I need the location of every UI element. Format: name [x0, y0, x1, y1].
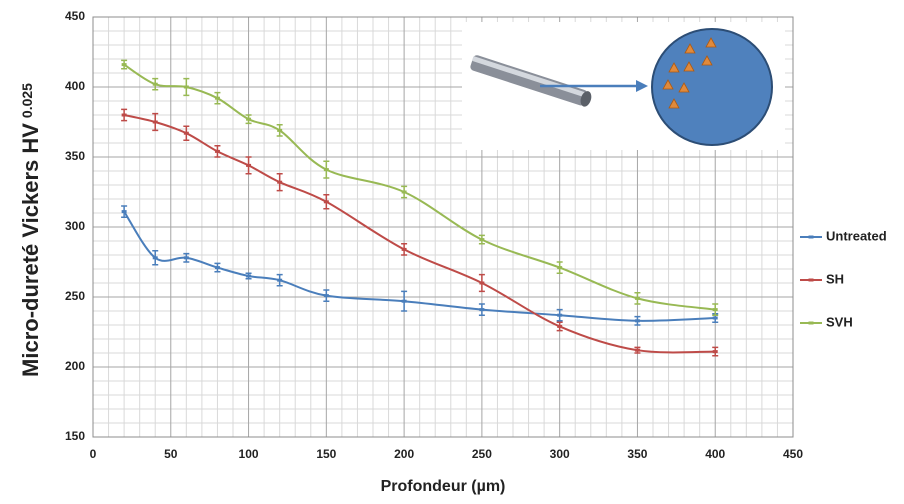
point-marker	[323, 294, 329, 298]
point-marker	[557, 313, 563, 317]
point-marker	[152, 82, 158, 86]
inset-arrowhead	[636, 80, 648, 92]
point-marker	[634, 348, 640, 352]
y-tick-label: 400	[65, 79, 85, 93]
point-marker	[121, 113, 127, 117]
point-marker	[479, 238, 485, 242]
point-marker	[121, 63, 127, 67]
point-marker	[712, 308, 718, 312]
y-tick-label: 200	[65, 359, 85, 373]
series-layer	[121, 59, 719, 357]
x-tick-label: 450	[783, 447, 803, 461]
legend-label: SVH	[826, 314, 853, 329]
point-marker	[323, 200, 329, 204]
drill-tip	[580, 91, 592, 107]
point-marker	[121, 210, 127, 214]
point-marker	[277, 180, 283, 184]
point-marker	[479, 308, 485, 312]
point-marker	[246, 117, 252, 121]
point-marker	[323, 168, 329, 172]
y-tick-label: 350	[65, 149, 85, 163]
legend-marker	[808, 235, 814, 239]
x-tick-label: 50	[164, 447, 178, 461]
point-marker	[401, 247, 407, 251]
legend-label: Untreated	[826, 228, 887, 243]
point-marker	[183, 85, 189, 89]
grid	[92, 16, 794, 438]
point-marker	[152, 120, 158, 124]
point-marker	[712, 350, 718, 354]
x-tick-label: 100	[239, 447, 259, 461]
point-marker	[214, 266, 220, 270]
y-tick-label: 450	[65, 9, 85, 23]
y-tick-label: 300	[65, 219, 85, 233]
point-marker	[183, 256, 189, 260]
point-marker	[214, 149, 220, 153]
point-marker	[152, 256, 158, 260]
x-axis-title: Profondeur (µm)	[381, 478, 506, 495]
y-axis-title-subscript: 0.025	[19, 83, 35, 118]
x-tick-label: 350	[627, 447, 647, 461]
cross-section	[651, 28, 773, 146]
drill-highlight	[472, 56, 588, 98]
legend-label: SH	[826, 271, 844, 286]
drill-bit	[470, 55, 592, 107]
y-axis-title-main: Micro-dureté Vickers HV	[18, 123, 43, 377]
point-marker	[277, 128, 283, 132]
point-marker	[214, 96, 220, 100]
x-tick-label: 250	[472, 447, 492, 461]
x-tick-label: 0	[90, 447, 97, 461]
point-marker	[479, 281, 485, 285]
y-tick-label: 150	[65, 429, 85, 443]
point-marker	[557, 266, 563, 270]
point-marker	[712, 316, 718, 320]
point-marker	[401, 190, 407, 194]
y-tick-label: 250	[65, 289, 85, 303]
point-marker	[277, 278, 283, 282]
legend-marker	[808, 278, 814, 282]
point-marker	[246, 163, 252, 167]
point-marker	[557, 324, 563, 328]
point-marker	[401, 299, 407, 303]
point-marker	[246, 274, 252, 278]
point-marker	[634, 319, 640, 323]
x-tick-label: 200	[394, 447, 414, 461]
legend-marker	[808, 321, 814, 325]
x-tick-label: 150	[316, 447, 336, 461]
point-marker	[183, 131, 189, 135]
x-tick-label: 300	[550, 447, 570, 461]
inset-illustration	[462, 22, 785, 150]
indents	[662, 37, 717, 109]
point-marker	[634, 296, 640, 300]
x-tick-label: 400	[705, 447, 725, 461]
plot-border	[92, 16, 794, 438]
y-axis-title: Micro-dureté Vickers HV 0.025	[18, 83, 43, 377]
